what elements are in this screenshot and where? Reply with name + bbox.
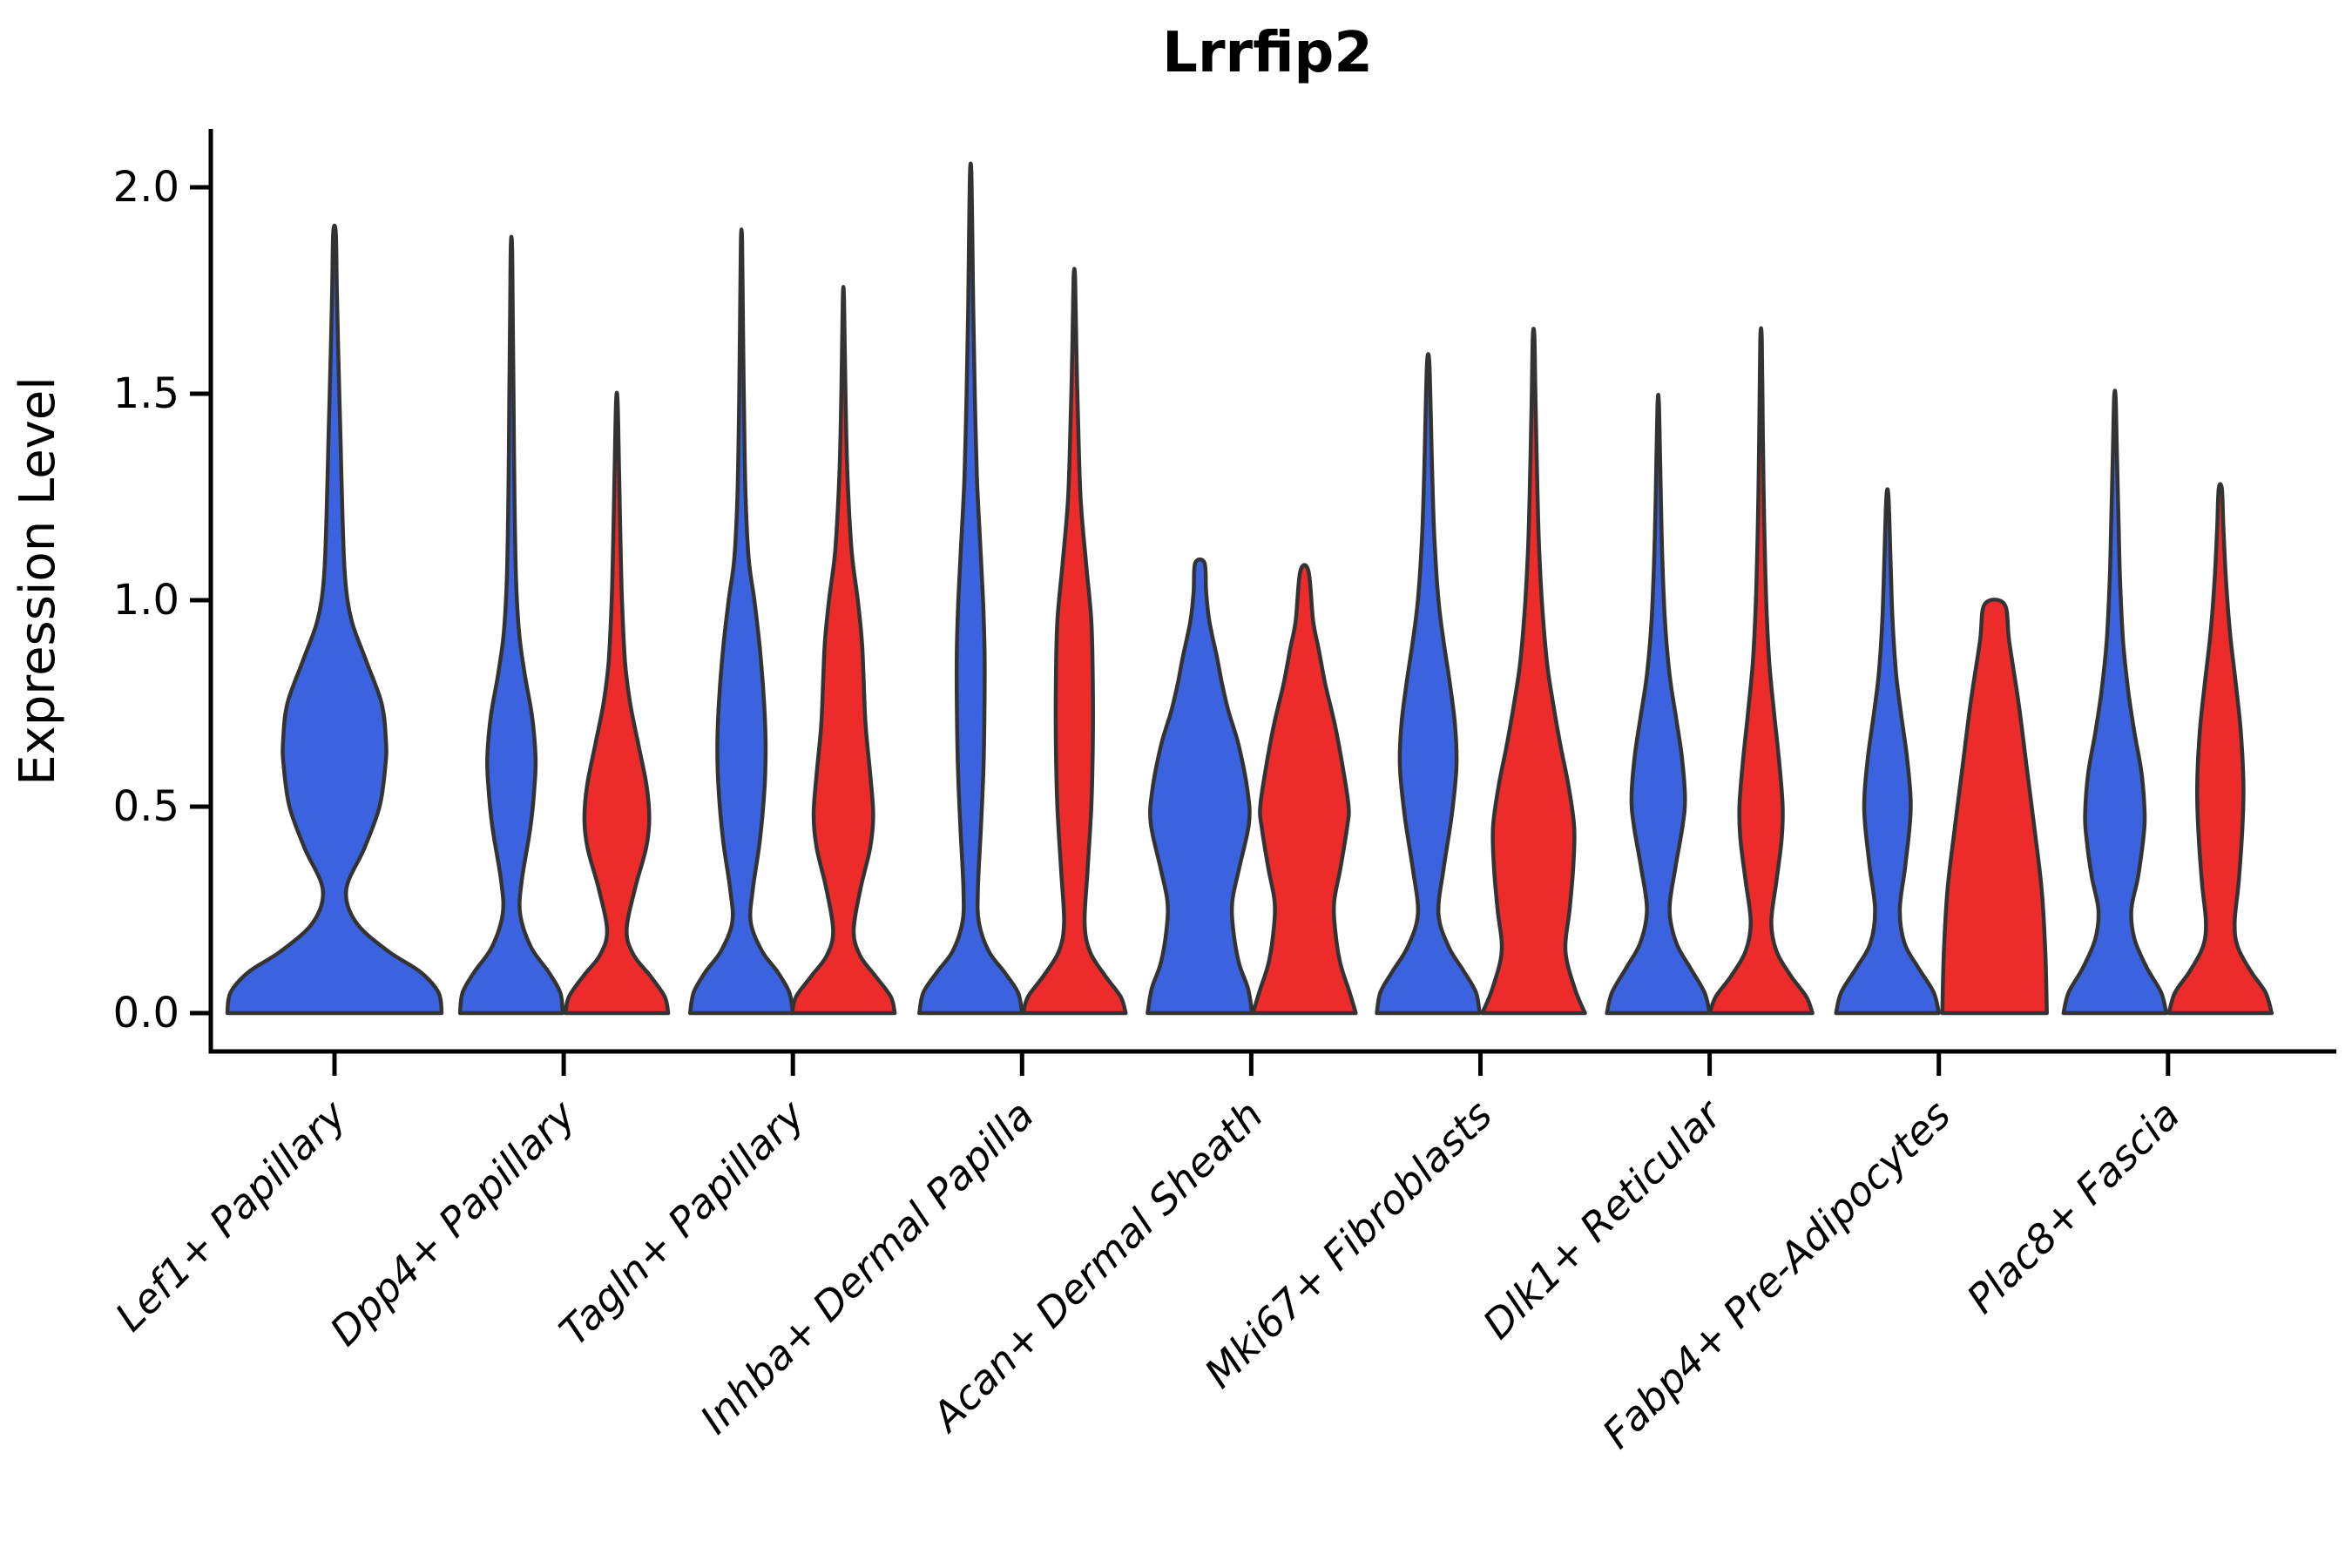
y-tick-label: 2.0 [113, 163, 179, 212]
violin-2-red [789, 285, 897, 1016]
violin-2-blue [687, 227, 795, 1016]
violin-1-blue [457, 234, 565, 1016]
y-tick-label: 0.5 [113, 782, 179, 831]
violin-5-blue [1375, 352, 1482, 1016]
violin-4-blue [1146, 557, 1254, 1016]
violins-layer [225, 161, 2274, 1016]
y-tick-label: 0.0 [113, 989, 179, 1037]
violin-8-red [2166, 482, 2274, 1016]
violin-3-blue [917, 161, 1024, 1016]
violin-7-blue [1834, 487, 1941, 1016]
violin-0-blue [225, 223, 444, 1016]
violin-8-blue [2061, 389, 2169, 1016]
violin-5-red [1480, 327, 1587, 1016]
x-tick-label: Tagln+ Papillary [551, 1091, 814, 1355]
x-tick-label: Plac8+ Fascia [1957, 1092, 2188, 1322]
violin-3-red [1021, 267, 1128, 1016]
violin-1-red [563, 390, 671, 1016]
x-tick-label: Dlk1+ Reticular [1474, 1089, 1733, 1348]
violin-7-red [1940, 598, 2049, 1016]
x-tick-label: Lef1+ Papillary [106, 1091, 355, 1340]
chart-title: Lrrfip2 [1162, 21, 1373, 85]
violin-6-red [1707, 326, 1815, 1016]
violin-4-red [1251, 563, 1358, 1016]
y-tick-label: 1.0 [113, 576, 179, 625]
x-tick-label: Dpp4+ Papillary [321, 1091, 585, 1355]
y-axis-label: Expression Level [10, 376, 66, 786]
violin-6-blue [1605, 392, 1712, 1016]
y-tick-label: 1.5 [113, 369, 179, 418]
